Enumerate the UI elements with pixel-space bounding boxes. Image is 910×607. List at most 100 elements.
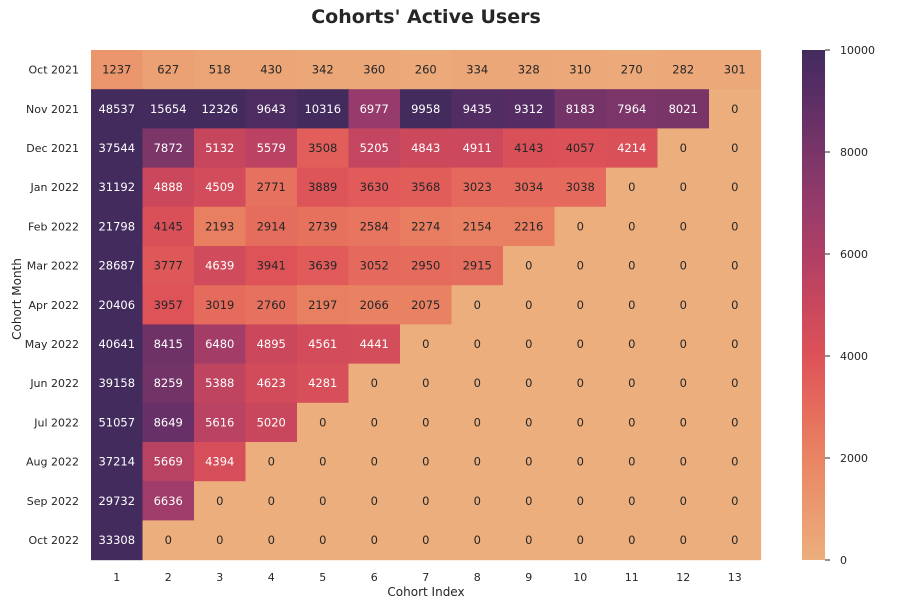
heatmap-cell: [554, 402, 607, 443]
heatmap-cell: [245, 206, 298, 247]
heatmap-cell: [348, 285, 401, 325]
heatmap-cell: [400, 324, 453, 365]
cell-value-label: 7872: [154, 141, 183, 155]
cell-value-label: 33308: [98, 533, 135, 547]
heatmap-cell: [451, 167, 504, 208]
heatmap-cell: [709, 206, 762, 247]
heatmap-cell: [245, 50, 298, 90]
heatmap-cell-labels: 1237 627 518 430 342 360 260 334 328 310 270 282 301…: [98, 63, 745, 547]
cell-value-label: 37544: [98, 141, 135, 155]
cell-value-label: 2154: [463, 219, 492, 233]
cell-value-label: 4143: [514, 141, 543, 155]
y-tick-label: Oct 2022: [28, 534, 79, 547]
heatmap-cell: [451, 206, 504, 247]
heatmap-cell: [142, 285, 195, 325]
cell-value-label: 0: [628, 259, 635, 273]
heatmap-cell: [194, 363, 247, 404]
cell-value-label: 2950: [411, 259, 440, 273]
cell-value-label: 8021: [669, 102, 698, 116]
heatmap-cell: [194, 167, 247, 208]
cell-value-label: 3957: [154, 298, 183, 312]
heatmap-cell: [245, 128, 298, 169]
heatmap-cell: [554, 520, 607, 561]
cell-value-label: 8259: [154, 376, 183, 390]
cell-value-label: 0: [577, 259, 584, 273]
heatmap-cell: [348, 481, 401, 521]
heatmap-cell: [554, 128, 607, 169]
heatmap-cell: [142, 324, 195, 365]
cell-value-label: 6636: [154, 494, 183, 508]
cell-value-label: 0: [628, 533, 635, 547]
cell-value-label: 260: [415, 63, 437, 77]
heatmap-cell: [142, 442, 195, 482]
heatmap-cell: [142, 520, 195, 561]
cell-value-label: 2274: [411, 219, 440, 233]
heatmap-cell: [348, 167, 401, 208]
cell-value-label: 4888: [154, 180, 183, 194]
cell-value-label: 2760: [257, 298, 286, 312]
heatmap-cell: [503, 402, 556, 443]
heatmap-cell: [194, 285, 247, 325]
heatmap-cell: [400, 89, 453, 129]
cell-value-label: 270: [621, 63, 643, 77]
heatmap-cell: [554, 363, 607, 404]
cell-value-label: 0: [577, 376, 584, 390]
x-tick-label: 4: [268, 571, 275, 584]
heatmap-cell: [297, 128, 350, 169]
x-tick-label: 2: [165, 571, 172, 584]
cell-value-label: 4394: [205, 455, 234, 469]
cell-value-label: 0: [371, 533, 378, 547]
cell-value-label: 627: [157, 63, 179, 77]
heatmap-cell: [91, 363, 144, 404]
heatmap-cell: [451, 324, 504, 365]
cell-value-label: 2197: [308, 298, 337, 312]
cell-value-label: 0: [680, 533, 687, 547]
heatmap-cell: [91, 520, 144, 561]
cell-value-label: 0: [268, 533, 275, 547]
heatmap-cell: [142, 481, 195, 521]
cell-value-label: 5579: [257, 141, 286, 155]
y-tick-label: May 2022: [25, 338, 79, 351]
cell-value-label: 29732: [98, 494, 135, 508]
x-tick-label: 11: [625, 571, 639, 584]
heatmap-cell: [657, 50, 710, 90]
x-tick-label: 8: [474, 571, 481, 584]
x-tick-label: 3: [216, 571, 223, 584]
cell-value-label: 2066: [360, 298, 389, 312]
cell-value-label: 334: [466, 63, 488, 77]
heatmap-cell: [400, 402, 453, 443]
heatmap-cell: [245, 246, 298, 286]
cell-value-label: 6977: [360, 102, 389, 116]
cell-value-label: 3034: [514, 180, 543, 194]
heatmap-cell: [142, 246, 195, 286]
cell-value-label: 0: [319, 455, 326, 469]
cell-value-label: 0: [577, 337, 584, 351]
cell-value-label: 3019: [205, 298, 234, 312]
heatmap-cell: [451, 481, 504, 521]
heatmap-cell: [91, 285, 144, 325]
cell-value-label: 8415: [154, 337, 183, 351]
cell-value-label: 8183: [566, 102, 595, 116]
cell-value-label: 4214: [617, 141, 646, 155]
cell-value-label: 5020: [257, 415, 286, 429]
heatmap-cell: [297, 402, 350, 443]
cell-value-label: 0: [577, 494, 584, 508]
cell-value-label: 0: [628, 415, 635, 429]
heatmap-cell: [194, 89, 247, 129]
cell-value-label: 4895: [257, 337, 286, 351]
heatmap-cell: [348, 50, 401, 90]
cell-value-label: 5669: [154, 455, 183, 469]
x-tick-labels: 1 2 3 4 5 6 7 8 9 10 11 12 13: [113, 571, 742, 584]
heatmap-cell: [348, 402, 401, 443]
cell-value-label: 0: [680, 337, 687, 351]
heatmap-cell: [554, 285, 607, 325]
cell-value-label: 301: [724, 63, 746, 77]
colorbar-tick-label: 6000: [840, 248, 868, 261]
cell-value-label: 20406: [98, 298, 135, 312]
cell-value-label: 5205: [360, 141, 389, 155]
heatmap-cell: [142, 363, 195, 404]
cell-value-label: 0: [680, 219, 687, 233]
heatmap-cell: [142, 128, 195, 169]
cell-value-label: 282: [672, 63, 694, 77]
cell-value-label: 0: [422, 415, 429, 429]
